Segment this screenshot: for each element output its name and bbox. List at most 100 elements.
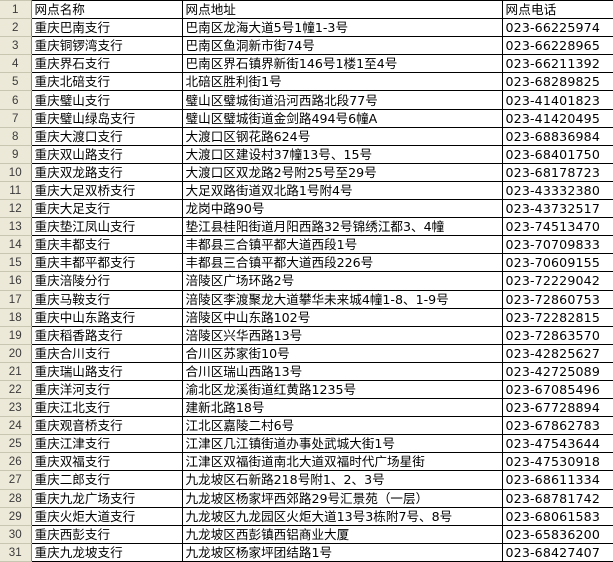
row-number-gutter-cell[interactable]: 10: [0, 163, 32, 182]
row-number-gutter-cell[interactable]: 26: [0, 452, 32, 472]
row-number-gutter-cell[interactable]: 25: [0, 434, 32, 454]
table-row[interactable]: 14 重庆丰都支行 丰都县三合镇平都大道西段1号 023-70709833: [0, 235, 613, 255]
cell-branch-address[interactable]: 涪陵区兴华西路13号: [182, 326, 503, 345]
row-number-gutter-cell[interactable]: 3: [0, 36, 32, 56]
cell-branch-name[interactable]: 重庆北碚支行: [30, 72, 183, 92]
row-number-gutter-cell[interactable]: 24: [0, 416, 32, 436]
cell-branch-phone[interactable]: 023-67085496: [502, 380, 613, 400]
cell-branch-name[interactable]: 重庆中山东路支行: [30, 308, 183, 327]
cell-branch-phone[interactable]: 023-68061583: [502, 507, 613, 526]
cell-branch-phone[interactable]: 023-67862783: [502, 416, 613, 436]
cell-branch-name[interactable]: 重庆观音桥支行: [30, 416, 183, 436]
row-number-gutter-cell[interactable]: 2: [0, 18, 32, 38]
row-number-gutter-cell[interactable]: 15: [0, 253, 32, 273]
cell-branch-address[interactable]: 九龙坡区杨家坪西郊路29号汇景苑（一层）: [182, 489, 503, 508]
cell-branch-phone[interactable]: 023-47543644: [502, 434, 613, 454]
cell-branch-name[interactable]: 重庆双山路支行: [30, 145, 183, 164]
cell-branch-address[interactable]: 九龙坡区杨家坪团结路1号: [182, 543, 503, 562]
cell-branch-name[interactable]: 重庆大渡口支行: [30, 127, 183, 146]
row-number-gutter-cell[interactable]: 28: [0, 489, 32, 508]
table-row[interactable]: 27 重庆二郎支行 九龙坡区石新路218号附1、2、3号 023-68611334: [0, 470, 613, 490]
row-number-gutter-cell[interactable]: 30: [0, 525, 32, 544]
table-row[interactable]: 17 重庆马鞍支行 涪陵区李渡聚龙大道攀华未来城4幢1-8、1-9号 023-7286…: [0, 290, 613, 309]
table-row[interactable]: 29 重庆火炬大道支行 九龙坡区九龙园区火炬大道13号3栋附7号、8号 023-680…: [0, 507, 613, 526]
cell-branch-phone[interactable]: 023-66228965: [502, 36, 613, 56]
cell-branch-address[interactable]: 合川区苏家街10号: [182, 344, 503, 363]
cell-branch-address[interactable]: 巴南区界石镇界新街146号1楼1至4号: [182, 54, 503, 74]
cell-branch-address[interactable]: 建新北路18号: [182, 398, 503, 418]
cell-branch-phone[interactable]: 023-47530918: [502, 452, 613, 472]
cell-branch-name[interactable]: 重庆洋河支行: [30, 380, 183, 400]
cell-branch-address[interactable]: 九龙坡区九龙园区火炬大道13号3栋附7号、8号: [182, 507, 503, 526]
cell-branch-address[interactable]: 垫江县桂阳街道月阳西路32号锦绣江都3、4幢: [182, 217, 503, 237]
cell-branch-address[interactable]: 涪陵区李渡聚龙大道攀华未来城4幢1-8、1-9号: [182, 290, 503, 309]
row-number-gutter-cell[interactable]: 14: [0, 235, 32, 255]
cell-branch-name[interactable]: 重庆涪陵分行: [30, 271, 183, 291]
cell-branch-phone[interactable]: 023-66225974: [502, 18, 613, 38]
cell-branch-name[interactable]: 重庆双福支行: [30, 452, 183, 472]
table-row[interactable]: 11 重庆大足双桥支行 大足双路街道双北路1号附4号 023-43332380: [0, 181, 613, 201]
cell-branch-name[interactable]: 重庆铜锣湾支行: [30, 36, 183, 56]
cell-branch-phone[interactable]: 023-74513470: [502, 217, 613, 237]
cell-branch-name[interactable]: 重庆大足双桥支行: [30, 181, 183, 201]
table-row[interactable]: 8 重庆大渡口支行 大渡口区钢花路624号 023-68836984: [0, 127, 613, 146]
row-number-gutter-cell[interactable]: 8: [0, 127, 32, 146]
cell-branch-address[interactable]: 涪陵区中山东路102号: [182, 308, 503, 327]
row-number-gutter-cell[interactable]: 9: [0, 145, 32, 164]
cell-branch-address[interactable]: 合川区瑞山西路13号: [182, 362, 503, 381]
table-row[interactable]: 2 重庆巴南支行 巴南区龙海大道5号1幢1-3号 023-66225974: [0, 18, 613, 38]
cell-branch-address[interactable]: 大足双路街道双北路1号附4号: [182, 181, 503, 201]
table-row[interactable]: 10 重庆双龙路支行 大渡口区双龙路2号附25号至29号 023-68178723: [0, 163, 613, 182]
row-number-gutter-cell[interactable]: 7: [0, 109, 32, 128]
table-row[interactable]: 20 重庆合川支行 合川区苏家街10号 023-42825627: [0, 344, 613, 363]
cell-branch-name[interactable]: 重庆稻香路支行: [30, 326, 183, 345]
cell-branch-phone[interactable]: 023-72229042: [502, 271, 613, 291]
cell-branch-phone[interactable]: 023-67728894: [502, 398, 613, 418]
cell-branch-name[interactable]: 重庆江津支行: [30, 434, 183, 454]
table-row[interactable]: 24 重庆观音桥支行 江北区嘉陵二村6号 023-67862783: [0, 416, 613, 436]
cell-branch-name[interactable]: 重庆大足支行: [30, 199, 183, 219]
cell-branch-phone[interactable]: 023-68781742: [502, 489, 613, 508]
row-number-gutter-cell[interactable]: 20: [0, 344, 32, 363]
table-row[interactable]: 21 重庆瑞山路支行 合川区瑞山西路13号 023-42725089: [0, 362, 613, 381]
table-row[interactable]: 15 重庆丰都平都支行 丰都县三合镇平都大道西段226号 023-70609155: [0, 253, 613, 273]
cell-branch-address[interactable]: 江津区几江镇街道办事处武城大街1号: [182, 434, 503, 454]
cell-branch-address[interactable]: 大渡口区双龙路2号附25号至29号: [182, 163, 503, 182]
cell-branch-phone[interactable]: 023-68611334: [502, 470, 613, 490]
cell-branch-name[interactable]: 重庆璧山绿岛支行: [30, 109, 183, 128]
cell-branch-name[interactable]: 重庆双龙路支行: [30, 163, 183, 182]
cell-branch-address[interactable]: 大渡口区建设村37幢13号、15号: [182, 145, 503, 164]
table-row[interactable]: 12 重庆大足支行 龙岗中路90号 023-43732517: [0, 199, 613, 219]
row-number-gutter-cell[interactable]: 19: [0, 326, 32, 345]
cell-branch-phone[interactable]: 023-41401823: [502, 90, 613, 110]
table-row[interactable]: 25 重庆江津支行 江津区几江镇街道办事处武城大街1号 023-47543644: [0, 434, 613, 454]
row-number-gutter-cell[interactable]: 22: [0, 380, 32, 400]
cell-branch-phone[interactable]: 023-43332380: [502, 181, 613, 201]
row-number-gutter-cell[interactable]: 13: [0, 217, 32, 237]
cell-branch-name[interactable]: 重庆九龙坡支行: [30, 543, 183, 562]
cell-branch-address[interactable]: 龙岗中路90号: [182, 199, 503, 219]
table-row[interactable]: 18 重庆中山东路支行 涪陵区中山东路102号 023-72282815: [0, 308, 613, 327]
cell-branch-name[interactable]: 重庆西彭支行: [30, 525, 183, 544]
row-number-gutter-cell[interactable]: 1: [0, 0, 32, 20]
row-number-gutter-cell[interactable]: 11: [0, 181, 32, 201]
cell-branch-phone[interactable]: 023-68401750: [502, 145, 613, 164]
cell-branch-phone[interactable]: 023-68178723: [502, 163, 613, 182]
cell-branch-address[interactable]: 丰都县三合镇平都大道西段1号: [182, 235, 503, 255]
row-number-gutter-cell[interactable]: 4: [0, 54, 32, 74]
cell-branch-address[interactable]: 涪陵区广场环路2号: [182, 271, 503, 291]
table-row[interactable]: 26 重庆双福支行 江津区双福街道南北大道双福时代广场星街 023-47530918: [0, 452, 613, 472]
row-number-gutter-cell[interactable]: 16: [0, 271, 32, 291]
cell-branch-phone[interactable]: 023-72860753: [502, 290, 613, 309]
table-row[interactable]: 4 重庆界石支行 巴南区界石镇界新街146号1楼1至4号 023-66211392: [0, 54, 613, 74]
row-number-gutter-cell[interactable]: 29: [0, 507, 32, 526]
cell-branch-name[interactable]: 重庆垫江凤山支行: [30, 217, 183, 237]
cell-branch-address[interactable]: 璧山区璧城街道沿河西路北段77号: [182, 90, 503, 110]
cell-branch-phone[interactable]: 023-72282815: [502, 308, 613, 327]
row-number-gutter-cell[interactable]: 31: [0, 543, 32, 562]
cell-branch-phone[interactable]: 023-70709833: [502, 235, 613, 255]
cell-branch-address[interactable]: 渝北区龙溪街道红黄路1235号: [182, 380, 503, 400]
cell-branch-phone[interactable]: 023-65836200: [502, 525, 613, 544]
table-row[interactable]: 16 重庆涪陵分行 涪陵区广场环路2号 023-72229042: [0, 271, 613, 291]
table-row[interactable]: 30 重庆西彭支行 九龙坡区西彭镇西铝商业大厦 023-65836200: [0, 525, 613, 544]
